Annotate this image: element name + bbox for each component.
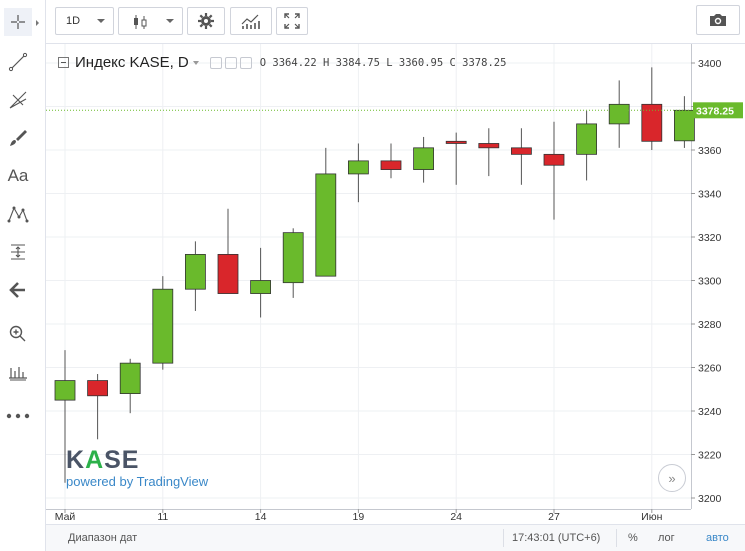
bottom-bar: Диапазон дат 17:43:01 (UTC+6) % лог авто <box>46 524 745 551</box>
clock-text[interactable]: 17:43:01 (UTC+6) <box>512 532 601 544</box>
ruler-icon[interactable] <box>4 358 32 386</box>
candle-body[interactable] <box>282 232 304 284</box>
time-tick-label: 14 <box>255 511 267 523</box>
tool-menu-arrow-icon[interactable] <box>36 20 39 26</box>
candle-body[interactable] <box>576 123 597 155</box>
candle-body[interactable] <box>478 143 500 149</box>
collapse-legend-icon[interactable] <box>58 57 69 68</box>
log-toggle[interactable]: лог <box>658 532 675 544</box>
gear-icon <box>198 13 214 29</box>
time-tick-label: 27 <box>548 511 560 523</box>
text-icon[interactable]: Aa <box>7 166 29 185</box>
settings-button[interactable] <box>187 7 225 35</box>
candle-body[interactable] <box>184 253 206 290</box>
low-value: 3360.95 <box>398 56 444 69</box>
price-tick-label: 3400 <box>698 58 722 70</box>
double-chevron-right-icon: » <box>668 470 676 486</box>
candle-body[interactable] <box>510 147 532 155</box>
percent-toggle[interactable]: % <box>628 532 638 544</box>
high-label: H <box>323 56 330 69</box>
series-legend: Индекс KASE, D O 3364.22 H 3384.75 L 336… <box>58 54 506 71</box>
candle-body[interactable] <box>250 280 272 294</box>
chevron-down-icon[interactable] <box>192 60 199 65</box>
date-range-button[interactable]: Диапазон дат <box>68 532 138 544</box>
time-tick-label: 19 <box>353 511 365 523</box>
kase-watermark: KASE powered by TradingView <box>66 446 209 490</box>
back-arrow-icon[interactable] <box>4 276 32 304</box>
auto-toggle[interactable]: авто <box>706 532 729 544</box>
price-tick-label: 3320 <box>698 232 722 244</box>
pattern-icon[interactable] <box>4 200 32 228</box>
interval-label: 1D <box>66 15 81 27</box>
indicators-button[interactable] <box>230 7 272 35</box>
candle-body[interactable] <box>87 380 108 397</box>
chart-area[interactable]: 3200322032403260328033003320334033603380… <box>46 44 745 551</box>
fib-icon[interactable] <box>4 86 32 114</box>
candle-body[interactable] <box>543 153 565 166</box>
fullscreen-button[interactable] <box>276 7 308 35</box>
price-tick-label: 3300 <box>698 276 722 288</box>
time-tick-label: 11 <box>157 511 168 523</box>
chart-type-select[interactable] <box>118 7 183 35</box>
candle-body[interactable] <box>608 103 630 125</box>
price-tick-label: 3280 <box>698 319 722 331</box>
last-price-badge <box>693 102 743 119</box>
chevron-down-icon <box>166 19 174 23</box>
candle-body[interactable] <box>413 147 435 170</box>
close-small-icon[interactable] <box>239 56 252 69</box>
price-tick-label: 3240 <box>698 406 722 418</box>
settings-small-icon[interactable] <box>224 56 237 69</box>
ohlc-values: O 3364.22 H 3384.75 L 3360.95 C 3378.25 <box>260 57 507 69</box>
visibility-icon[interactable] <box>209 56 222 69</box>
high-value: 3384.75 <box>335 56 380 69</box>
scroll-to-realtime-button[interactable]: » <box>658 464 686 492</box>
trend-line-icon[interactable] <box>4 48 32 76</box>
candles-icon <box>134 15 147 29</box>
more-icon[interactable] <box>4 402 32 430</box>
candle-body[interactable] <box>217 253 239 294</box>
divider <box>503 529 504 547</box>
drawing-toolbar: Aa <box>0 0 46 551</box>
chevron-down-icon <box>97 19 105 23</box>
open-label: O <box>259 56 267 69</box>
camera-icon <box>710 14 726 26</box>
indicators-icon <box>241 14 260 29</box>
crosshair-icon[interactable] <box>4 8 32 36</box>
candle-body[interactable] <box>641 103 663 142</box>
candle-body[interactable] <box>152 288 174 364</box>
candle-body[interactable] <box>54 380 76 401</box>
price-tick-label: 3260 <box>698 363 722 375</box>
close-value: 3378.25 <box>462 56 507 69</box>
open-value: 3364.22 <box>272 56 317 69</box>
time-tick-label: Май <box>55 511 76 523</box>
zoom-icon[interactable] <box>4 320 32 348</box>
kase-logo: KASE <box>66 446 140 474</box>
price-tick-label: 3220 <box>698 450 722 462</box>
close-label: C <box>449 56 456 69</box>
price-tick-label: 3200 <box>698 493 722 505</box>
snapshot-button[interactable] <box>696 5 740 35</box>
symbol-name: Индекс KASE, D <box>75 54 189 71</box>
top-toolbar: 1D <box>46 0 745 44</box>
last-price-label: 3378.25 <box>696 105 734 117</box>
candle-body[interactable] <box>380 160 402 170</box>
interval-select[interactable]: 1D <box>55 7 114 35</box>
fullscreen-icon <box>284 13 300 29</box>
candle-body[interactable] <box>315 173 337 277</box>
candle-body[interactable] <box>119 362 141 394</box>
candle-body[interactable] <box>347 160 369 175</box>
powered-by-text: powered by TradingView <box>66 474 209 489</box>
price-tick-label: 3340 <box>698 189 722 201</box>
low-label: L <box>386 56 393 69</box>
time-tick-label: 24 <box>450 511 462 523</box>
time-tick-label: Июн <box>641 511 662 523</box>
price-chart[interactable]: 3200322032403260328033003320334033603380… <box>46 44 745 524</box>
measure-icon[interactable] <box>4 238 32 266</box>
price-tick-label: 3360 <box>698 145 722 157</box>
candle-body[interactable] <box>674 109 695 142</box>
brush-icon[interactable] <box>4 124 32 152</box>
candle-body[interactable] <box>445 140 467 144</box>
divider <box>616 529 617 547</box>
